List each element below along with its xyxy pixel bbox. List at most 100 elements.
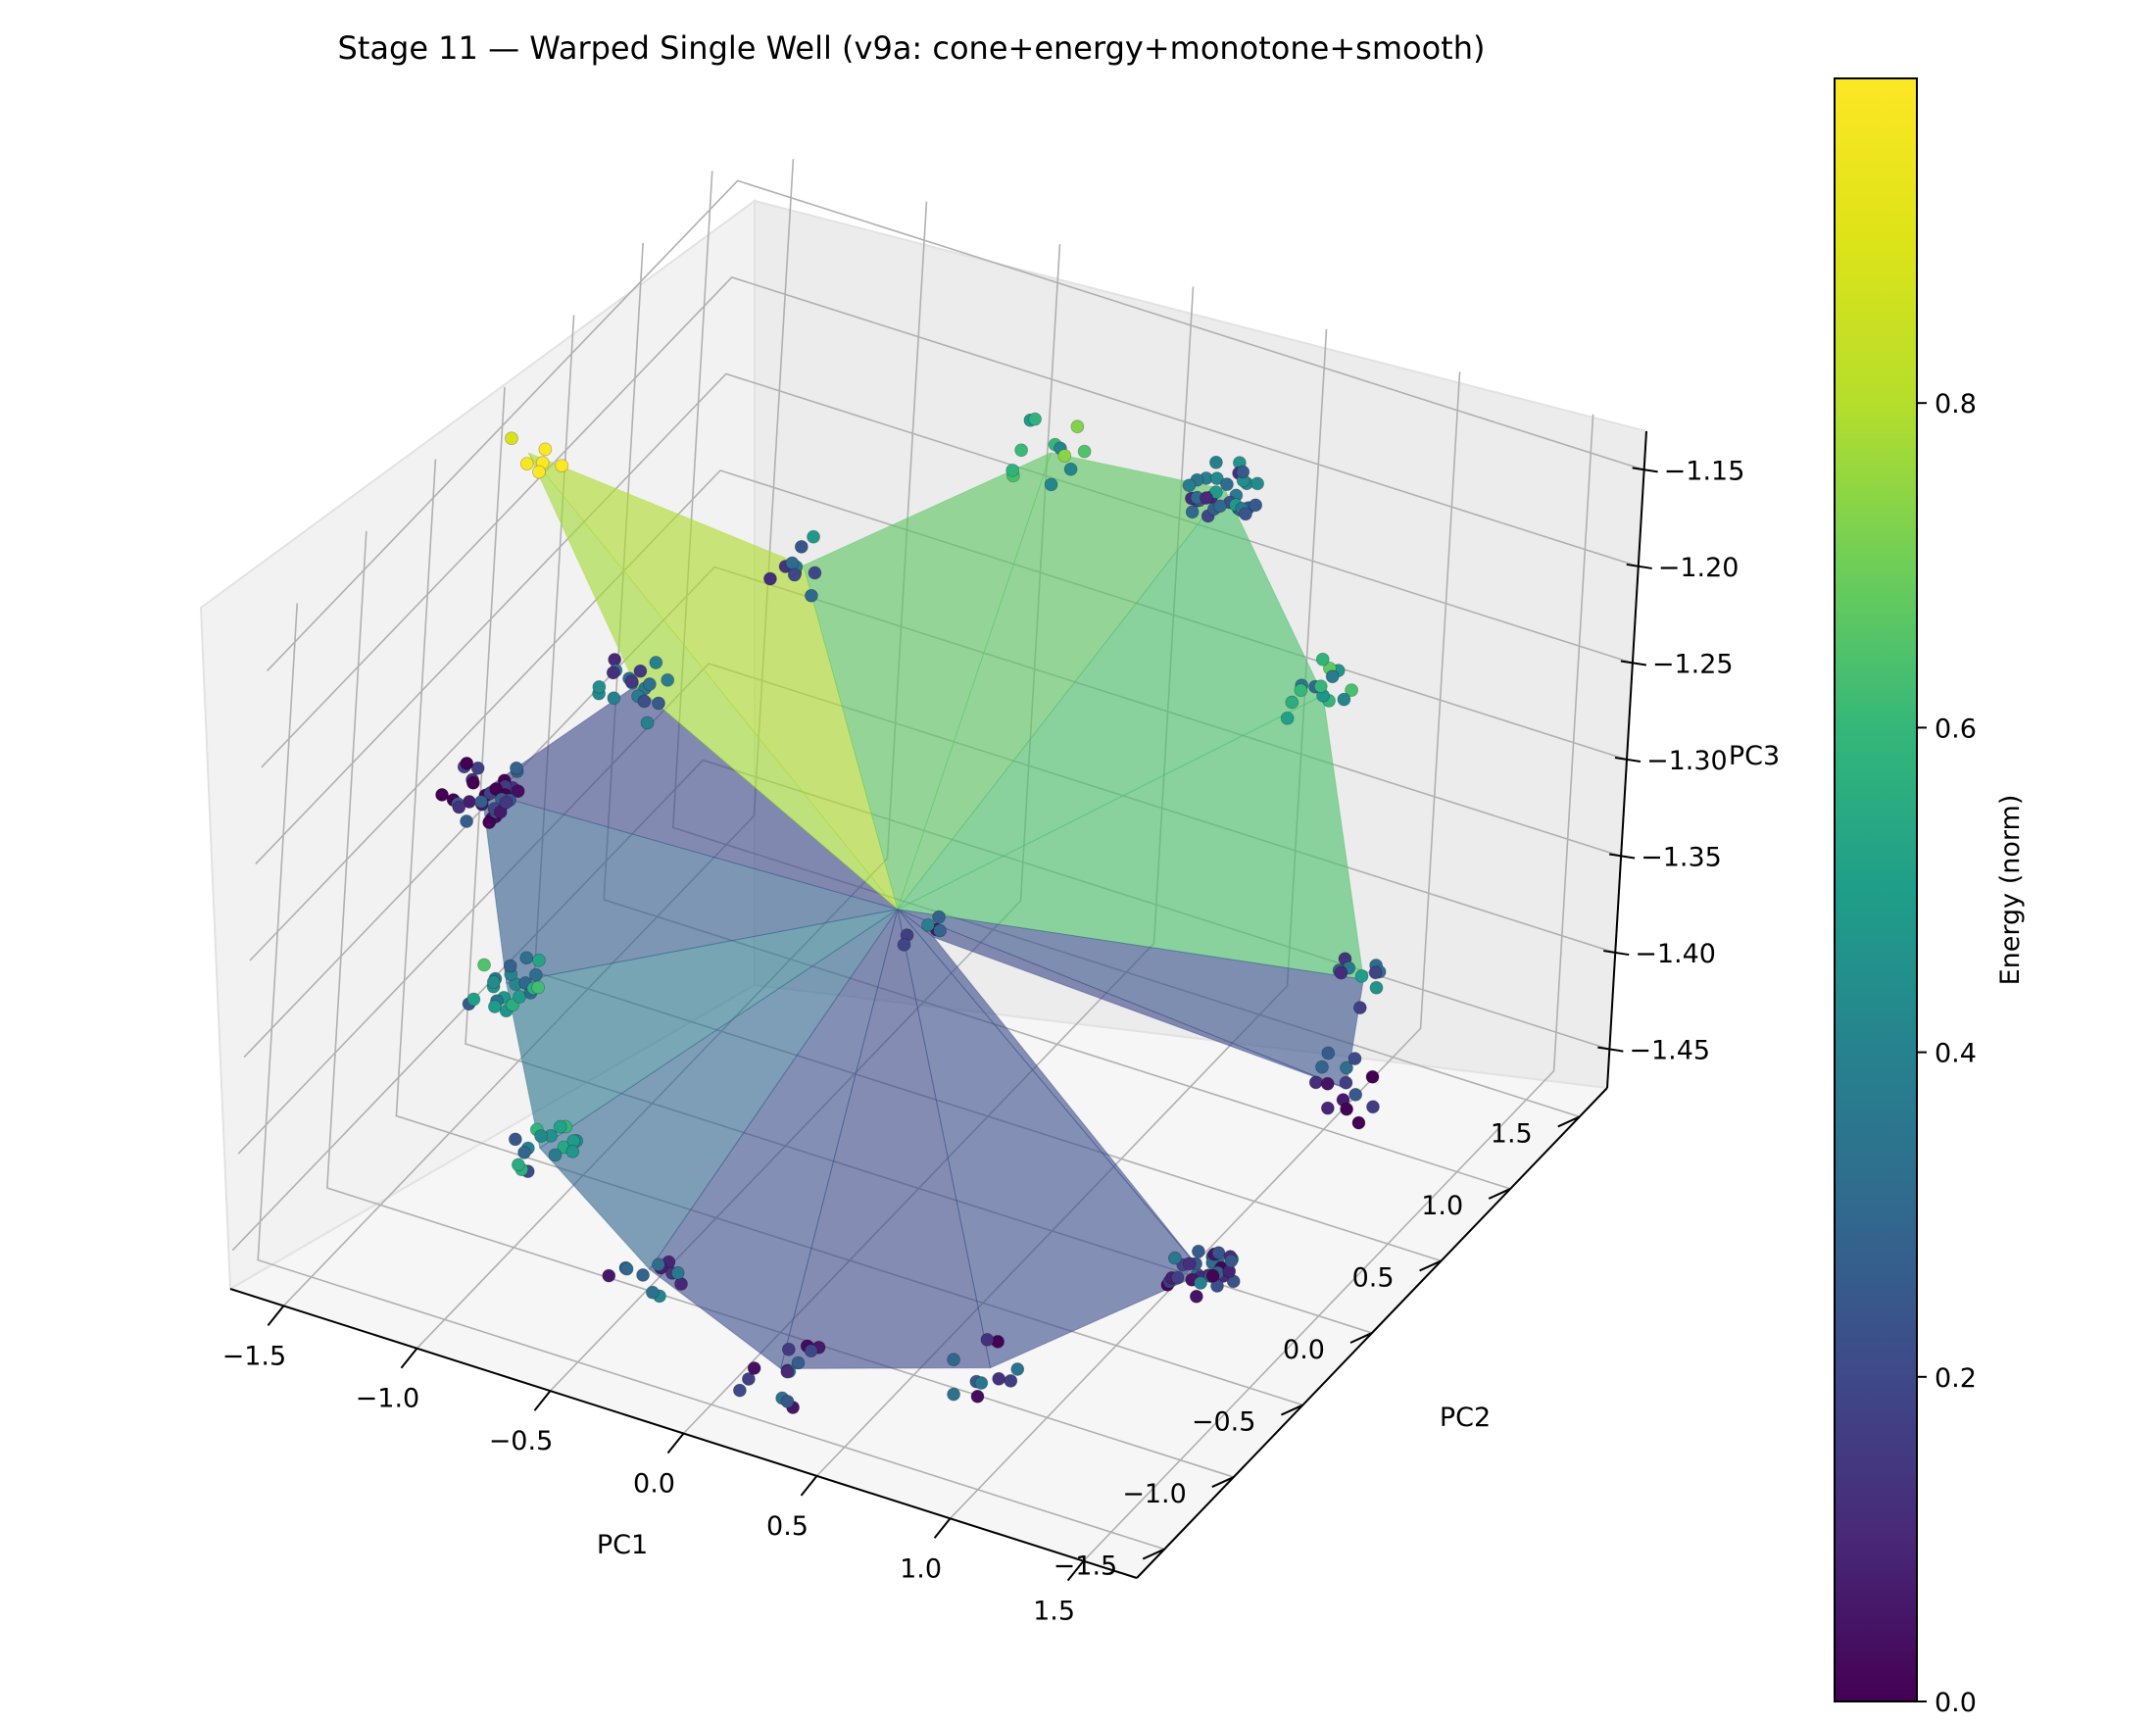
x-tick-mark (267, 1305, 285, 1326)
scatter-point (1340, 1060, 1353, 1075)
scatter-point (499, 795, 514, 810)
scatter-point (1340, 1102, 1353, 1116)
scatter-point (1070, 419, 1085, 434)
scatter-point (1236, 465, 1250, 479)
scatter-point (1200, 491, 1213, 505)
scatter-point (1334, 965, 1348, 980)
scatter-point (624, 674, 639, 689)
scatter-point (460, 814, 473, 828)
x-tick-label: 1.5 (1033, 1597, 1075, 1627)
scatter-point (1077, 444, 1092, 459)
z-tick-mark (1632, 467, 1658, 473)
z-tick-mark (1614, 757, 1642, 763)
scatter-point (532, 465, 546, 479)
scatter-point (1182, 1257, 1197, 1271)
y-tick-mark (1280, 1404, 1303, 1416)
scatter-point (1280, 711, 1295, 725)
colorbar-tick-label: 0.2 (1935, 1363, 1977, 1394)
scatter-point (807, 529, 820, 544)
chart-title: Stage 11 — Warped Single Well (v9a: cone… (338, 29, 1486, 67)
scatter-point (1063, 462, 1078, 476)
y-tick-label: 1.0 (1421, 1191, 1463, 1221)
z-axis-label: PC3 (1729, 741, 1780, 771)
scatter-point (1014, 443, 1029, 458)
scatter-point (1321, 1046, 1336, 1060)
z-tick-mark (1620, 660, 1647, 666)
scatter-point (1308, 1075, 1323, 1090)
scatter-point (1191, 1244, 1205, 1258)
scatter-point (1249, 498, 1263, 513)
x-tick-label: −1.5 (222, 1341, 287, 1371)
y-tick-mark (1419, 1259, 1443, 1272)
scatter-point (787, 567, 802, 582)
scatter-point (1345, 683, 1358, 698)
z-grid-line (255, 372, 1634, 865)
scatter-point (1189, 1289, 1203, 1304)
z-grid-line (267, 179, 1644, 671)
scatter-point (781, 1342, 796, 1356)
scatter-point (1209, 471, 1224, 485)
scatter-point (1320, 1076, 1335, 1091)
x-tick-label: 0.0 (633, 1469, 675, 1500)
y-tick-label: −1.0 (1122, 1479, 1187, 1509)
scatter-point (1211, 1246, 1226, 1260)
y-tick-label: −0.5 (1192, 1407, 1256, 1438)
scatter-point (785, 556, 800, 570)
scatter-point (511, 784, 525, 799)
scatter-point (619, 1261, 634, 1276)
y-tick-label: −1.5 (1054, 1552, 1118, 1582)
colorbar-tick-label: 0.6 (1935, 714, 1977, 744)
scatter-point (1285, 695, 1299, 710)
scatter-point (511, 1158, 525, 1172)
scatter-point (897, 937, 911, 952)
scatter-point (489, 782, 504, 796)
x-tick-mark (933, 1517, 952, 1539)
z-tick-label: −1.40 (1635, 939, 1716, 969)
scatter-point (1348, 1087, 1363, 1102)
scatter-point (592, 679, 607, 694)
surface-facet (779, 909, 992, 1369)
scatter-point (642, 677, 657, 691)
scatter-point (486, 975, 501, 989)
scatter-point (466, 775, 480, 790)
scatter-point (505, 431, 518, 446)
surface-facet (481, 790, 899, 984)
scatter-point (519, 457, 534, 470)
surface-facet (527, 452, 899, 911)
scatter-point (466, 992, 481, 1007)
z-tick-mark (1603, 950, 1630, 957)
z-tick-label: −1.30 (1646, 746, 1728, 776)
scatter-point (947, 1387, 960, 1402)
scatter-point (1194, 1276, 1207, 1290)
z-grid-line (261, 276, 1640, 768)
y-tick-mark (1557, 1115, 1581, 1128)
scatter-point (1354, 969, 1369, 983)
z-tick-mark (1626, 563, 1652, 569)
scatter-point (970, 1389, 985, 1404)
x-tick-mark (666, 1432, 685, 1454)
scatter-point (1209, 455, 1223, 469)
z-tick-label: −1.35 (1641, 843, 1722, 873)
scatter-point (1351, 1115, 1366, 1130)
scatter-point (470, 761, 485, 775)
scatter-point (636, 1268, 650, 1282)
surface-facet (897, 452, 1226, 911)
y-tick-mark (1211, 1476, 1235, 1488)
scatter-point (607, 691, 621, 706)
scatter-point (474, 795, 488, 809)
y-tick-label: 1.5 (1491, 1118, 1533, 1149)
scatter-point (1365, 1069, 1380, 1084)
scatter-point (528, 967, 543, 982)
y-tick-mark (1142, 1548, 1165, 1560)
scatter-point (1057, 449, 1072, 463)
colorbar-tick-label: 0.8 (1935, 389, 1977, 419)
x-grid-line (1083, 414, 1594, 1562)
z-tick-label: −1.15 (1664, 456, 1745, 486)
scatter-point (1369, 980, 1384, 995)
scatter-point (1366, 1100, 1380, 1114)
scatter-point (921, 917, 935, 932)
colorbar-tick-label: 0.4 (1935, 1039, 1977, 1069)
x-grid-line (949, 371, 1461, 1519)
scatter-point (670, 1265, 685, 1280)
y-tick-label: 0.0 (1283, 1335, 1325, 1365)
